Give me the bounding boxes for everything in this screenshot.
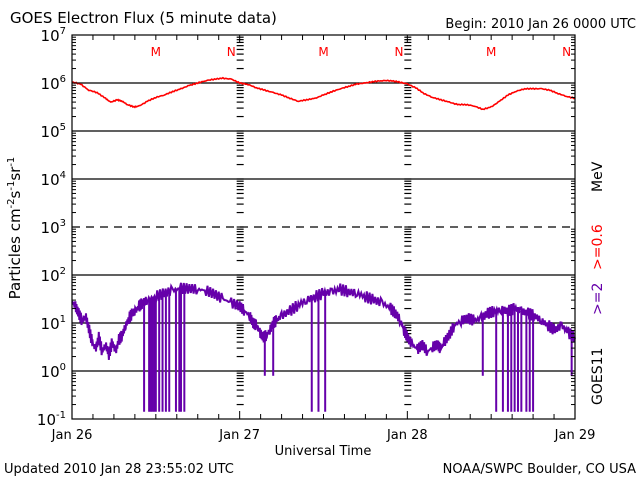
chart-title: GOES Electron Flux (5 minute data) — [10, 9, 277, 27]
x-axis-label: Universal Time — [275, 444, 372, 459]
y-label-sup1: -2 — [6, 198, 17, 208]
y-tick-exponent: 5 — [60, 122, 66, 133]
y-tick-exponent: 4 — [60, 170, 66, 181]
y-tick-base: 10 — [41, 267, 60, 285]
local-time-marker-M: M — [151, 45, 161, 59]
local-time-marker-N: N — [394, 45, 403, 59]
local-time-marker-M: M — [318, 45, 328, 59]
y-tick-label: 103 — [41, 218, 66, 237]
y-tick-base: 10 — [41, 171, 60, 189]
updated-timestamp: Updated 2010 Jan 28 23:55:02 UTC — [4, 462, 234, 477]
source-credit: NOAA/SWPC Boulder, CO USA — [443, 462, 636, 477]
series-line-2mev — [71, 282, 576, 360]
begin-label: Begin: 2010 Jan 26 0000 UTC — [445, 17, 636, 32]
y-tick-label: 106 — [41, 74, 66, 93]
x-tick-label: Jan 27 — [218, 428, 260, 443]
y-tick-base: 10 — [37, 411, 56, 429]
local-time-marker-N: N — [562, 45, 571, 59]
x-tick-label: Jan 29 — [554, 428, 596, 443]
y-tick-base: 10 — [41, 363, 60, 381]
x-tick-label: Jan 26 — [51, 428, 93, 443]
y-tick-base: 10 — [41, 315, 60, 333]
y-label-sup3: -1 — [6, 157, 17, 167]
data-series — [71, 76, 576, 412]
legend-2mev: >=2 — [590, 283, 606, 315]
x-tick-labels: Jan 26 Jan 27 Jan 28 Jan 29 — [51, 428, 596, 443]
y-label-mid1: s — [6, 190, 24, 198]
y-tick-exponent: 3 — [60, 218, 66, 229]
y-tick-base: 10 — [41, 219, 60, 237]
legend-06mev: >=0.6 — [590, 224, 606, 270]
x-tick-label: Jan 28 — [386, 428, 428, 443]
y-tick-label: 100 — [41, 362, 66, 381]
satellite-label: GOES11 — [590, 348, 606, 405]
y-label-mid2: sr — [6, 166, 24, 181]
y-tick-label: 105 — [41, 122, 66, 141]
y-tick-base: 10 — [41, 123, 60, 141]
y-label-sup2: -1 — [6, 181, 17, 191]
y-tick-label: 102 — [41, 266, 66, 285]
y-tick-label: 101 — [41, 314, 66, 333]
y-tick-exponent: 0 — [60, 362, 66, 373]
series-line-0p6mev — [71, 76, 575, 111]
y-axis-label: Particles cm-2s-1sr-1 — [6, 157, 24, 300]
y-tick-label: 104 — [41, 170, 66, 189]
y-tick-exponent: 2 — [60, 266, 66, 277]
legend-unit: MeV — [590, 161, 606, 192]
y-tick-exponent: -1 — [56, 410, 66, 421]
y-tick-base: 10 — [41, 75, 60, 93]
local-time-marker-N: N — [227, 45, 236, 59]
y-tick-exponent: 7 — [60, 26, 66, 37]
y-tick-base: 10 — [41, 27, 60, 45]
y-tick-exponent: 6 — [60, 74, 66, 85]
local-time-marker-M: M — [486, 45, 496, 59]
y-tick-exponent: 1 — [60, 314, 66, 325]
y-tick-label: 107 — [41, 26, 66, 45]
y-label-base: Particles cm — [6, 208, 24, 299]
axis-ticks — [71, 35, 576, 420]
y-tick-label: 10-1 — [37, 410, 66, 429]
